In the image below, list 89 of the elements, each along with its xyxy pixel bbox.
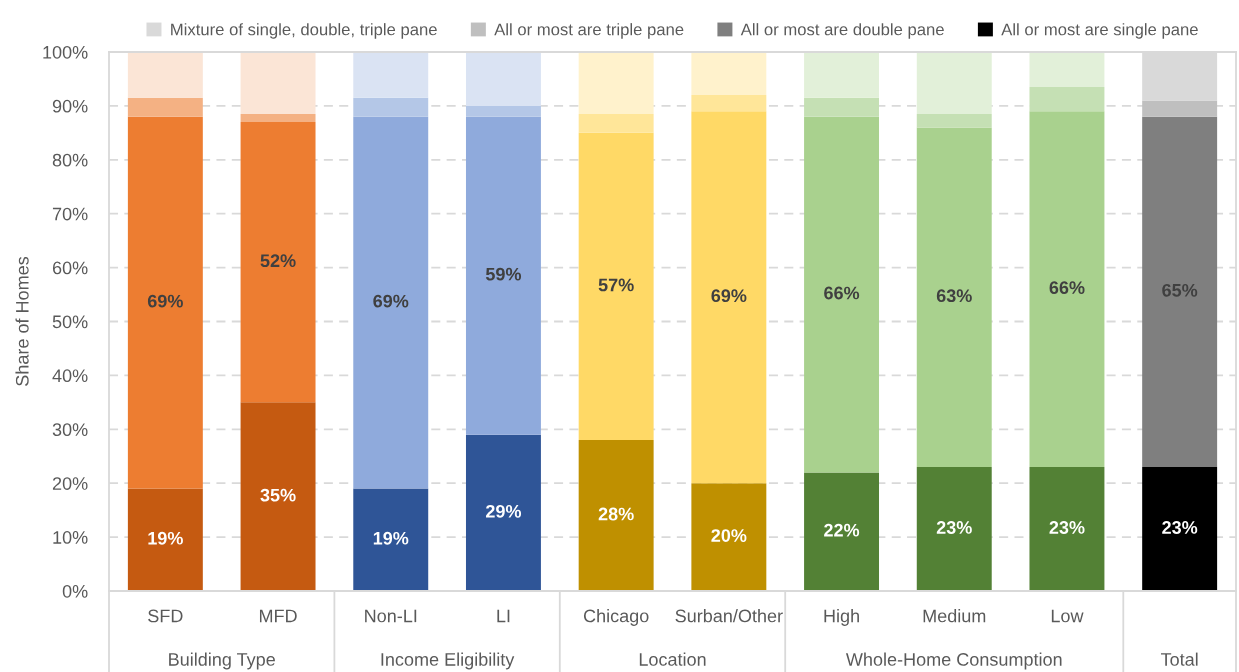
x-tick-label: Chicago bbox=[583, 609, 649, 626]
bar bbox=[127, 488, 203, 591]
legend-label: All or most are single pane bbox=[1001, 23, 1198, 39]
y-tick-label: 30% bbox=[52, 423, 88, 437]
y-tick-label: 100% bbox=[43, 45, 88, 59]
bar bbox=[1142, 467, 1218, 591]
bar bbox=[804, 97, 880, 117]
bar bbox=[578, 52, 654, 114]
bar bbox=[127, 116, 203, 489]
bar bbox=[691, 52, 767, 96]
data-label: 20% bbox=[711, 529, 747, 542]
text: Building Type bbox=[169, 652, 275, 670]
y-tick-label: 70% bbox=[52, 207, 88, 221]
bar bbox=[1029, 87, 1105, 112]
data-label: 35% bbox=[260, 488, 296, 502]
bar bbox=[1029, 111, 1105, 468]
bar bbox=[1142, 116, 1218, 468]
bar bbox=[353, 97, 429, 117]
y-tick-label: 10% bbox=[53, 531, 88, 544]
bar bbox=[691, 483, 767, 591]
y-tick-label: 50% bbox=[52, 315, 88, 329]
y-tick-label: 90% bbox=[52, 99, 88, 113]
x-tick-label: Low bbox=[1051, 609, 1084, 623]
x-tick-label: MFD bbox=[259, 609, 297, 623]
data-label: 19% bbox=[373, 531, 409, 545]
bar bbox=[465, 116, 541, 435]
data-label: 63% bbox=[936, 289, 972, 303]
bar bbox=[1029, 52, 1105, 88]
text: Location bbox=[639, 652, 706, 666]
x-tick-label: High bbox=[824, 609, 859, 626]
x-tick-label: SFD bbox=[148, 609, 183, 623]
bar bbox=[240, 113, 316, 123]
bar bbox=[804, 472, 880, 591]
data-label: 29% bbox=[486, 504, 522, 518]
x-tick-label: Medium bbox=[923, 609, 986, 623]
bar bbox=[916, 127, 992, 468]
x-tick-label: Surban/Other bbox=[675, 609, 783, 623]
data-label: 52% bbox=[260, 254, 296, 268]
bar bbox=[916, 467, 992, 591]
data-label: 23% bbox=[1049, 521, 1085, 534]
legend-label: Mixture of single, double, triple pane bbox=[171, 23, 437, 39]
data-label: 28% bbox=[598, 507, 634, 521]
data-label: 23% bbox=[936, 521, 972, 534]
data-label: 23% bbox=[1162, 521, 1198, 534]
bar bbox=[1142, 100, 1218, 117]
y-tick-label: 60% bbox=[52, 261, 88, 275]
bar bbox=[240, 52, 316, 114]
bar bbox=[127, 52, 203, 98]
bar bbox=[353, 116, 429, 489]
bar bbox=[240, 402, 316, 591]
y-tick-label: 20% bbox=[52, 477, 88, 490]
bar bbox=[1029, 467, 1105, 591]
text: Income Eligibility bbox=[381, 652, 515, 670]
text: Total bbox=[1160, 652, 1198, 666]
bar bbox=[916, 52, 992, 114]
bar bbox=[240, 122, 316, 403]
bar bbox=[465, 105, 541, 117]
data-label: 66% bbox=[824, 286, 860, 300]
data-label: 69% bbox=[147, 294, 183, 308]
bar bbox=[465, 434, 541, 591]
y-tick-label: 80% bbox=[52, 153, 88, 167]
data-label: 69% bbox=[711, 289, 747, 303]
legend-label: All or most are triple pane bbox=[494, 23, 684, 39]
data-label: 65% bbox=[1162, 283, 1198, 297]
data-label: 66% bbox=[1049, 281, 1085, 295]
data-label: 69% bbox=[373, 294, 409, 308]
bar bbox=[578, 440, 654, 591]
data-label: 22% bbox=[824, 523, 860, 537]
bar bbox=[578, 132, 654, 441]
data-label: 59% bbox=[485, 267, 522, 281]
bar bbox=[691, 111, 767, 484]
data-label: 57% bbox=[598, 278, 634, 292]
y-axis-title: Share of Homes bbox=[15, 256, 29, 386]
text: Whole-Home Consumption bbox=[845, 652, 1062, 670]
bar bbox=[465, 52, 541, 106]
legend-label: All or most are double pane bbox=[740, 23, 944, 39]
data-label: 19% bbox=[148, 531, 183, 545]
bar bbox=[353, 488, 429, 591]
x-tick-label: LI bbox=[497, 609, 510, 623]
bar bbox=[804, 52, 880, 98]
bar bbox=[127, 97, 203, 117]
y-tick-label: 0% bbox=[62, 584, 88, 598]
bar bbox=[691, 95, 767, 112]
bar bbox=[578, 113, 654, 133]
bar bbox=[804, 116, 880, 473]
y-tick-label: 40% bbox=[52, 369, 88, 383]
bar bbox=[916, 113, 992, 128]
x-tick-label: Non-LI bbox=[365, 609, 417, 623]
bar bbox=[353, 52, 429, 98]
